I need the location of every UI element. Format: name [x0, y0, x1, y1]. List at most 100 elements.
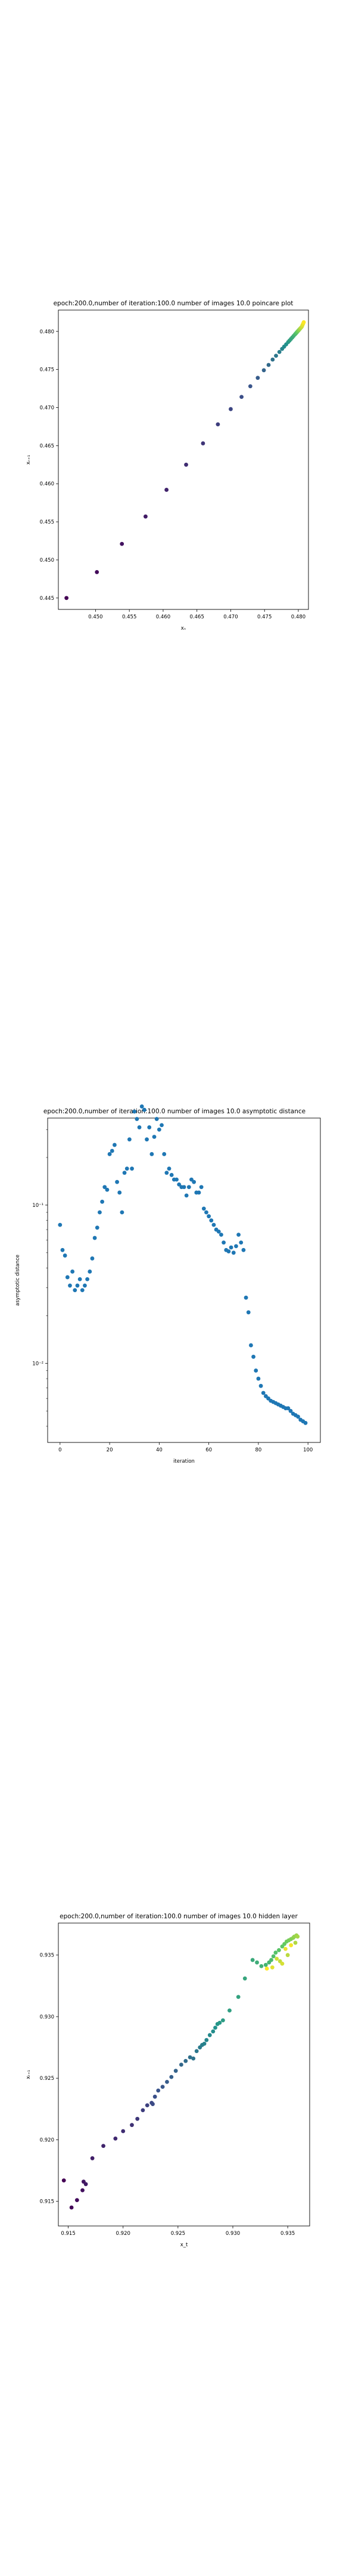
y-tick-label: 0.450	[40, 558, 54, 564]
data-point	[243, 1977, 247, 1981]
data-point	[164, 1171, 169, 1175]
chart-title: epoch:200.0,number of iteration:100.0 nu…	[54, 300, 294, 307]
data-point	[255, 1961, 259, 1965]
data-point	[80, 2188, 85, 2193]
chart-title: epoch:200.0,number of iteration:100.0 nu…	[43, 1108, 305, 1115]
data-point	[117, 1191, 121, 1195]
data-point	[207, 1214, 211, 1218]
y-tick-label: 0.460	[40, 481, 54, 487]
data-point	[272, 1954, 276, 1958]
data-point	[270, 1965, 275, 1970]
data-point	[120, 1210, 124, 1215]
data-point	[302, 320, 306, 324]
data-point	[267, 363, 271, 367]
data-point	[98, 1210, 102, 1215]
data-point	[182, 1185, 186, 1189]
data-point	[227, 2008, 232, 2012]
data-point	[135, 1117, 139, 1121]
data-point	[83, 1284, 87, 1288]
data-point	[236, 1233, 241, 1237]
data-point	[242, 1248, 246, 1252]
data-point	[142, 1108, 146, 1112]
data-point	[283, 1947, 288, 1951]
x-tick-label: 20	[107, 1447, 113, 1453]
data-point	[100, 1200, 104, 1204]
data-point	[95, 1225, 99, 1230]
data-point	[229, 1246, 233, 1250]
data-point	[149, 1152, 154, 1156]
data-point	[185, 1193, 189, 1197]
data-point	[169, 2075, 173, 2079]
data-point	[236, 1995, 241, 1999]
data-point	[204, 2038, 208, 2042]
y-tick-label: 0.920	[40, 2137, 54, 2143]
data-point	[264, 1963, 268, 1967]
data-point	[70, 1270, 74, 1274]
data-point	[64, 596, 68, 600]
data-point	[125, 1166, 129, 1171]
data-point	[197, 1191, 201, 1195]
data-point	[123, 1171, 127, 1175]
data-point	[183, 2059, 188, 2063]
y-tick-label: 0.475	[40, 367, 54, 373]
data-point	[261, 1391, 266, 1395]
data-point	[265, 1967, 269, 1971]
x-axis-label: x_t	[180, 2242, 188, 2248]
data-point	[227, 1249, 231, 1253]
x-tick-label: 0.935	[280, 2231, 295, 2237]
x-tick-label: 0.455	[122, 614, 136, 620]
data-point	[239, 395, 244, 399]
y-tick-label: 0.445	[40, 596, 54, 602]
data-point	[251, 1958, 255, 1962]
data-point	[260, 1964, 264, 1968]
x-tick-label: 0.925	[171, 2231, 185, 2237]
x-tick-label: 0.915	[61, 2231, 75, 2237]
poincare-chart: epoch:200.0,number of iteration:100.0 nu…	[0, 286, 343, 680]
data-point	[269, 1958, 273, 1962]
x-tick-label: 0	[58, 1447, 61, 1453]
x-tick-label: 0.465	[190, 614, 204, 620]
data-point	[58, 1223, 62, 1227]
data-point	[213, 2026, 217, 2030]
data-point	[115, 1180, 119, 1184]
x-tick-label: 0.920	[116, 2231, 130, 2237]
data-point	[141, 2108, 145, 2112]
data-point	[88, 1270, 92, 1274]
data-point	[286, 1953, 290, 1957]
y-tick-label: 10⁻²	[32, 1361, 43, 1367]
data-point	[156, 2088, 160, 2092]
data-point	[275, 1956, 279, 1961]
data-point	[208, 2033, 212, 2038]
data-point	[277, 1948, 281, 1952]
data-point	[120, 542, 124, 546]
data-point	[239, 1240, 243, 1244]
x-tick-label: 0.480	[291, 614, 305, 620]
data-point	[91, 1256, 95, 1261]
data-point	[262, 369, 266, 373]
chart-hidden-layer-panel: epoch:200.0,number of iteration:100.0 nu…	[0, 1899, 343, 2293]
data-point	[93, 1236, 97, 1240]
x-tick-label: 100	[303, 1447, 313, 1453]
data-point	[105, 1188, 110, 1192]
asymptotic-distance-chart: epoch:200.0,number of iteration:100.0 nu…	[0, 1094, 343, 1485]
data-point	[101, 2144, 105, 2148]
data-point	[62, 2178, 66, 2182]
x-tick-label: 0.450	[88, 614, 102, 620]
data-point	[155, 1117, 159, 1121]
data-point	[108, 1152, 112, 1156]
data-point	[259, 1384, 263, 1388]
y-tick-label: 0.935	[40, 1953, 54, 1959]
data-point	[127, 1137, 132, 1141]
data-point	[249, 1343, 253, 1348]
x-axis-label: xₙ	[181, 626, 186, 631]
data-point	[132, 1110, 136, 1114]
x-tick-label: 0.930	[226, 2231, 240, 2237]
data-point	[85, 1277, 89, 1281]
data-point	[165, 2080, 169, 2084]
data-point	[202, 1206, 206, 1210]
data-point	[147, 1125, 151, 1129]
data-point	[217, 2021, 222, 2025]
data-point	[201, 441, 205, 445]
data-point	[130, 2123, 134, 2127]
data-point	[63, 1253, 67, 1258]
